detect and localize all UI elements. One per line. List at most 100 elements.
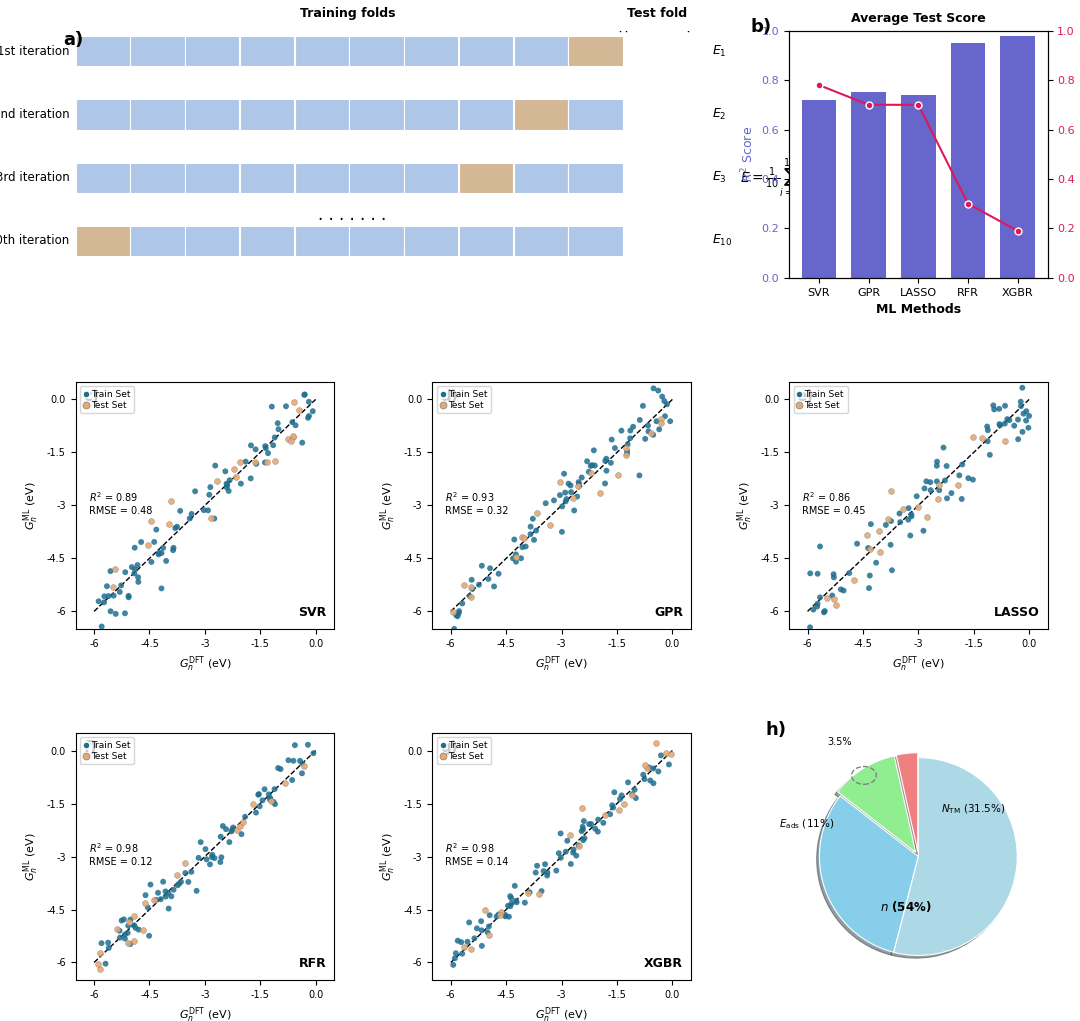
Train Set bbox=[120, 588, 137, 604]
Train Set bbox=[570, 476, 588, 492]
Train Set bbox=[645, 775, 662, 791]
Test Set bbox=[879, 510, 896, 527]
Train Set bbox=[113, 913, 131, 929]
Train Set bbox=[650, 764, 667, 780]
Test Set bbox=[859, 527, 876, 543]
Test Set bbox=[872, 544, 889, 561]
FancyBboxPatch shape bbox=[240, 36, 294, 66]
Train Set bbox=[597, 450, 615, 467]
Test Set bbox=[285, 394, 302, 410]
FancyBboxPatch shape bbox=[404, 226, 458, 256]
Text: $N_{\rm TM}$ (31.5%): $N_{\rm TM}$ (31.5%) bbox=[941, 803, 1004, 816]
Train Set bbox=[165, 881, 183, 897]
Test Set bbox=[508, 549, 525, 566]
Train Set bbox=[213, 849, 230, 866]
Train Set bbox=[283, 772, 300, 788]
Train Set bbox=[980, 422, 997, 438]
FancyBboxPatch shape bbox=[76, 99, 130, 130]
Legend: Train Set, Test Set: Train Set, Test Set bbox=[436, 386, 490, 414]
Train Set bbox=[997, 397, 1014, 414]
Test Set bbox=[931, 477, 948, 493]
FancyBboxPatch shape bbox=[350, 99, 404, 130]
Y-axis label: $G_n^{\mathrm{ML}}$ (eV): $G_n^{\mathrm{ML}}$ (eV) bbox=[735, 481, 755, 530]
FancyBboxPatch shape bbox=[240, 99, 294, 130]
Train Set bbox=[463, 572, 481, 588]
Train Set bbox=[623, 786, 640, 803]
Text: $R^2$ = 0.98
RMSE = 0.14: $R^2$ = 0.98 RMSE = 0.14 bbox=[445, 841, 509, 867]
Train Set bbox=[469, 920, 486, 936]
Train Set bbox=[1017, 403, 1035, 420]
Test Set bbox=[481, 926, 498, 942]
Train Set bbox=[556, 484, 573, 500]
Train Set bbox=[1020, 420, 1037, 436]
Train Set bbox=[490, 566, 508, 582]
FancyBboxPatch shape bbox=[76, 36, 130, 66]
FancyBboxPatch shape bbox=[76, 162, 130, 193]
Test Set bbox=[615, 796, 632, 813]
Train Set bbox=[266, 781, 283, 797]
Train Set bbox=[112, 577, 130, 593]
Train Set bbox=[877, 517, 894, 533]
Train Set bbox=[595, 815, 612, 831]
Train Set bbox=[96, 588, 113, 604]
Test Set bbox=[476, 902, 494, 918]
Train Set bbox=[100, 939, 118, 956]
Train Set bbox=[490, 907, 508, 923]
Train Set bbox=[1001, 411, 1018, 428]
Train Set bbox=[566, 502, 583, 519]
Train Set bbox=[565, 844, 582, 861]
Train Set bbox=[986, 401, 1003, 418]
Train Set bbox=[1010, 431, 1027, 447]
Test Set bbox=[573, 800, 591, 817]
Train Set bbox=[1012, 393, 1029, 409]
Train Set bbox=[172, 502, 189, 519]
Bar bbox=[819, 100, 836, 278]
Test Set bbox=[541, 517, 558, 533]
Test Set bbox=[617, 439, 634, 455]
Train Set bbox=[446, 621, 463, 637]
Train Set bbox=[197, 841, 214, 858]
Train Set bbox=[205, 510, 222, 527]
Test Set bbox=[455, 939, 472, 956]
Train Set bbox=[573, 823, 591, 839]
Train Set bbox=[270, 421, 287, 437]
Y-axis label: $R^2$ Score: $R^2$ Score bbox=[740, 127, 756, 183]
Bar bbox=[801, 100, 819, 278]
FancyBboxPatch shape bbox=[459, 36, 513, 66]
Train Set bbox=[480, 571, 497, 587]
Train Set bbox=[816, 602, 834, 619]
Train Set bbox=[882, 537, 900, 553]
Test Set bbox=[513, 529, 530, 545]
FancyBboxPatch shape bbox=[185, 226, 240, 256]
Train Set bbox=[206, 457, 224, 474]
Train Set bbox=[126, 562, 144, 578]
Train Set bbox=[261, 791, 279, 808]
Test Set bbox=[125, 908, 143, 924]
Text: 2nd iteration: 2nd iteration bbox=[0, 108, 69, 120]
Train Set bbox=[568, 847, 585, 864]
Train Set bbox=[261, 790, 279, 807]
Train Set bbox=[576, 813, 593, 829]
Train Set bbox=[559, 476, 577, 492]
FancyBboxPatch shape bbox=[404, 99, 458, 130]
Train Set bbox=[648, 414, 665, 430]
Test Set bbox=[168, 867, 186, 883]
Train Set bbox=[120, 918, 137, 934]
Test Set bbox=[623, 787, 640, 804]
Test Set bbox=[234, 814, 252, 830]
Train Set bbox=[811, 589, 828, 605]
Train Set bbox=[166, 520, 184, 536]
Bar bbox=[1000, 36, 1017, 278]
Train Set bbox=[900, 500, 917, 517]
Train Set bbox=[183, 505, 200, 522]
Train Set bbox=[257, 438, 274, 454]
Train Set bbox=[141, 876, 159, 892]
Train Set bbox=[892, 514, 909, 530]
Train Set bbox=[300, 394, 318, 410]
Train Set bbox=[521, 884, 538, 901]
Text: 3rd iteration: 3rd iteration bbox=[0, 172, 69, 184]
Test Set bbox=[146, 892, 163, 909]
Test Set bbox=[455, 577, 472, 593]
Text: LASSO: LASSO bbox=[994, 606, 1040, 619]
Train Set bbox=[266, 429, 283, 445]
